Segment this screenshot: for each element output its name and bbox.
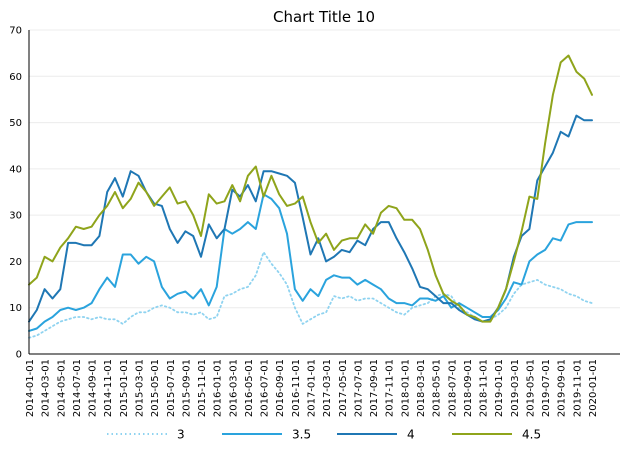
series-line	[28, 251, 593, 339]
series-line	[28, 193, 593, 332]
x-tick-label: 2015-09-01	[181, 359, 192, 417]
x-tick-label: 2018-09-01	[463, 359, 474, 417]
x-tick-label: 2014-01-01	[25, 359, 36, 417]
x-tick-label: 2019-03-01	[510, 359, 521, 417]
y-tick-label: 0	[16, 350, 22, 361]
y-tick-label: 40	[9, 164, 22, 175]
x-tick-label: 2014-07-01	[72, 359, 83, 417]
x-tick-label: 2019-05-01	[525, 359, 536, 417]
x-tick-label: 2020-01-01	[588, 359, 599, 417]
x-tick-label: 2018-11-01	[479, 359, 490, 417]
legend: 3 3.5 4 4.5	[107, 428, 541, 442]
x-tick-label: 2015-03-01	[134, 359, 145, 417]
y-tick-label: 10	[9, 303, 22, 314]
x-tick-label: 2015-11-01	[197, 359, 208, 417]
x-tick-label: 2016-09-01	[275, 359, 286, 417]
x-tick-label: 2016-05-01	[244, 359, 255, 417]
legend-label: 4.5	[522, 428, 541, 442]
x-tick-label: 2016-07-01	[260, 359, 271, 417]
legend-label: 3	[177, 428, 185, 442]
legend-label: 4	[407, 428, 415, 442]
x-tick-label: 2016-11-01	[291, 359, 302, 417]
x-tick-label: 2018-01-01	[400, 359, 411, 417]
x-tick-label: 2016-03-01	[228, 359, 239, 417]
x-tick-label: 2015-05-01	[150, 359, 161, 417]
y-tick-label: 60	[9, 72, 22, 83]
x-tick-label: 2015-01-01	[119, 359, 130, 417]
x-tick-label: 2019-01-01	[494, 359, 505, 417]
x-tick-label: 2019-07-01	[541, 359, 552, 417]
x-tick-label: 2017-07-01	[353, 359, 364, 417]
series-line	[28, 54, 593, 323]
x-tick-label: 2014-03-01	[41, 359, 52, 417]
y-tick-label: 20	[9, 257, 22, 268]
x-tick-label: 2017-01-01	[307, 359, 318, 417]
x-tick-label: 2018-03-01	[416, 359, 427, 417]
x-tick-label: 2019-11-01	[572, 359, 583, 417]
series-layer	[28, 54, 593, 339]
x-tick-label: 2014-05-01	[56, 359, 67, 417]
legend-label: 3.5	[292, 428, 311, 442]
gridlines	[29, 29, 620, 309]
y-tick-label: 70	[9, 26, 22, 37]
x-tick-label: 2019-09-01	[557, 359, 568, 417]
x-tick-label: 2017-11-01	[385, 359, 396, 417]
x-tick-label: 2014-11-01	[103, 359, 114, 417]
x-tick-label: 2018-07-01	[447, 359, 458, 417]
axes	[28, 30, 620, 355]
tick-labels: 0 10 20 30 40 50 60 70 2014-01-01 2014-03-01 2014-…	[9, 26, 599, 418]
x-tick-label: 2018-05-01	[432, 359, 443, 417]
y-tick-label: 50	[9, 118, 22, 129]
chart-title: Chart Title 10	[273, 8, 375, 26]
x-tick-label: 2016-01-01	[213, 359, 224, 417]
x-tick-label: 2017-03-01	[322, 359, 333, 417]
x-tick-label: 2017-05-01	[338, 359, 349, 417]
y-tick-label: 30	[9, 211, 22, 222]
x-tick-label: 2014-09-01	[88, 359, 99, 417]
x-tick-label: 2017-09-01	[369, 359, 380, 417]
x-tick-label: 2015-07-01	[166, 359, 177, 417]
